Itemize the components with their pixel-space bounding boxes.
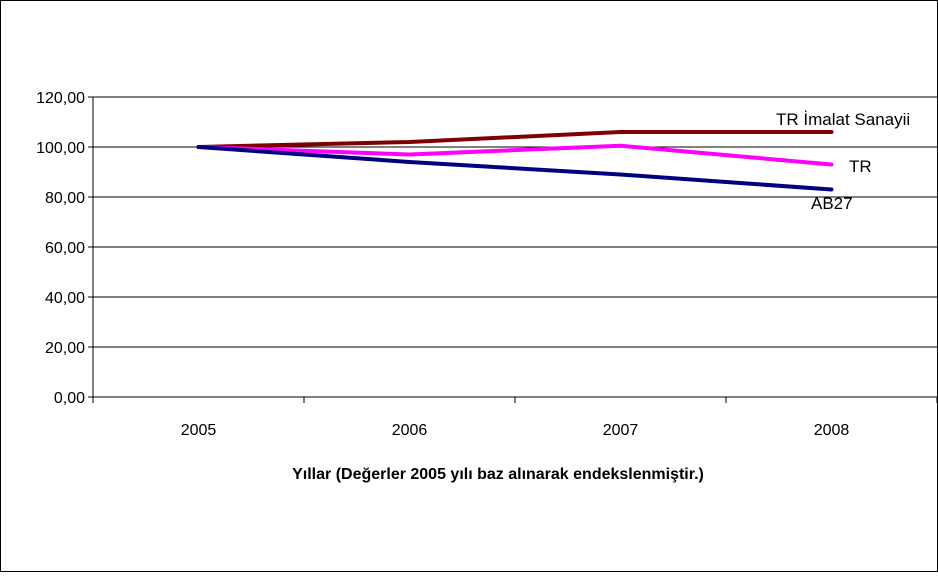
gridlines xyxy=(88,96,937,398)
series-line xyxy=(196,145,834,192)
axes xyxy=(92,97,938,403)
y-tick-label: 40,00 xyxy=(45,290,85,307)
y-tick-label: 120,00 xyxy=(36,90,85,107)
x-axis-title: Yıllar (Değerler 2005 yılı baz alınarak … xyxy=(292,466,704,483)
x-tick-labels: 2005 2006 2007 2008 xyxy=(181,422,850,439)
series-labels: TR İmalat Sanayii TR AB27 xyxy=(776,110,910,213)
x-tick-label: 2008 xyxy=(814,422,850,439)
series-lines xyxy=(196,130,834,192)
y-tick-label: 80,00 xyxy=(45,190,85,207)
series-label: TR İmalat Sanayii xyxy=(776,110,910,129)
y-tick-label: 20,00 xyxy=(45,340,85,357)
series-line xyxy=(196,143,834,167)
x-tick-label: 2007 xyxy=(603,422,639,439)
x-tick-label: 2005 xyxy=(181,422,217,439)
series-label: TR xyxy=(849,157,872,176)
y-tick-label: 100,00 xyxy=(36,140,85,157)
series-label: AB27 xyxy=(811,194,853,213)
series-line xyxy=(196,130,834,149)
x-tick-label: 2006 xyxy=(392,422,428,439)
y-tick-label: 0,00 xyxy=(54,390,85,407)
y-tick-label: 60,00 xyxy=(45,240,85,257)
y-tick-labels: 0,00 20,00 40,00 60,00 80,00 100,00 120,00 xyxy=(36,90,85,407)
